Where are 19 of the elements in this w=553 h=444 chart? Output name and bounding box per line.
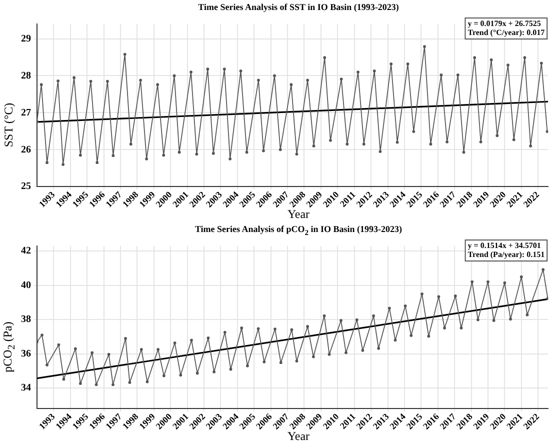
y-tick-label: 27 <box>21 107 31 118</box>
y-tick-label: 38 <box>21 314 31 326</box>
annotation: y = 0.1514x + 34.5701 <box>468 241 541 250</box>
y-axis-title: SST (°C) <box>2 102 16 148</box>
y-tick-label: 40 <box>21 280 31 291</box>
annotation: Trend (°C/year): 0.017 <box>468 28 545 38</box>
y-tick-label: 34 <box>21 382 31 394</box>
y-tick-label: 25 <box>21 181 31 192</box>
y-tick-label: 36 <box>21 348 31 360</box>
x-axis-title: Year <box>287 207 310 221</box>
y-tick-label: 28 <box>21 70 31 82</box>
annotation: y = 0.0179x + 26.7525 <box>468 19 541 28</box>
x-axis-title: Year <box>287 429 310 443</box>
y-tick-label: 29 <box>21 33 31 44</box>
y-tick-label: 26 <box>21 144 31 156</box>
y-tick-label: 42 <box>21 246 31 257</box>
annotation: Trend (Pa/year): 0.151 <box>468 250 545 260</box>
chart-title: Time Series Analysis of pCO$_{2}$ in IO Basin (1993-2023) <box>194 224 404 237</box>
chart-title: Time Series Analysis of SST in IO Basin (1993-2023) <box>197 2 400 12</box>
